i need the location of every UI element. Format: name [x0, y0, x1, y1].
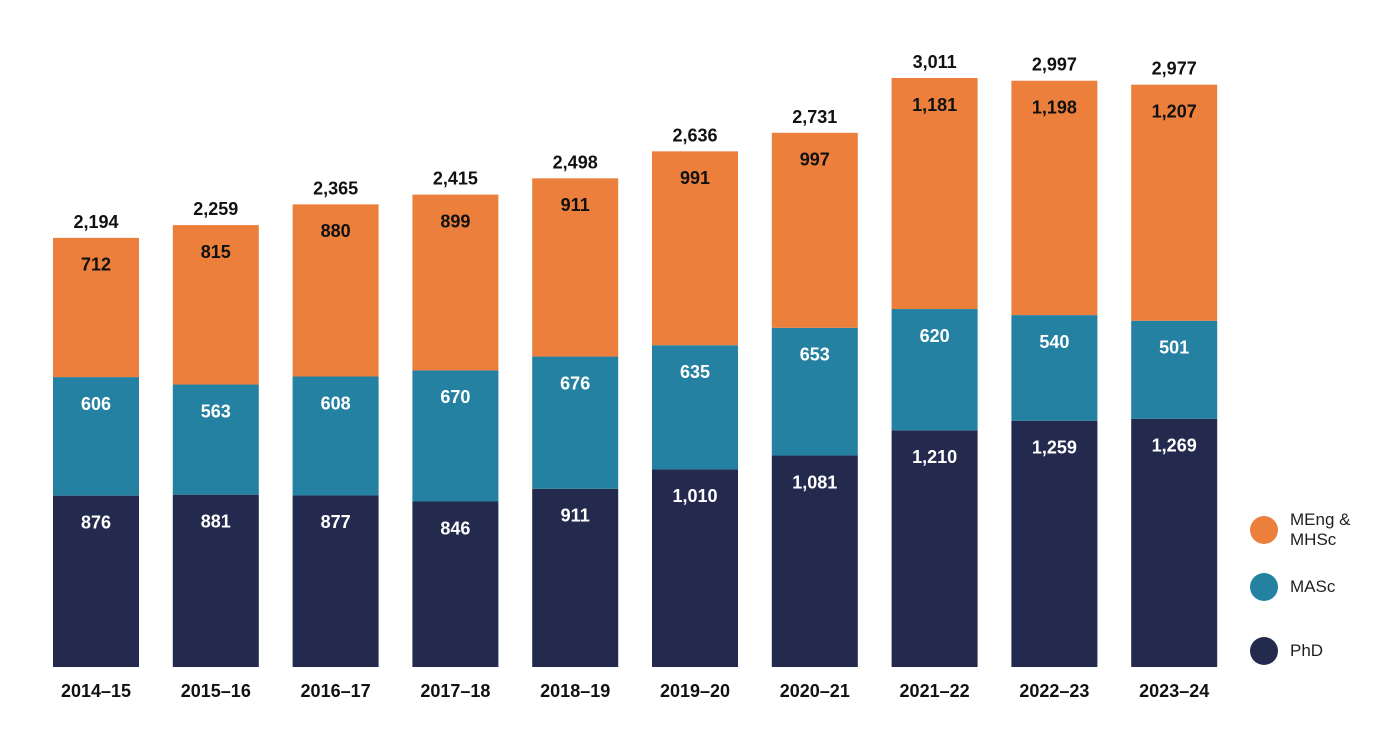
legend-item-phd: PhD: [1250, 637, 1323, 665]
bar-phd-2: [292, 495, 379, 667]
total-label-8: 2,997: [1032, 55, 1077, 75]
x-tick-label-0: 2014–15: [61, 681, 131, 701]
bar-meng-and-mhsc-1: [172, 225, 259, 385]
bar-masc-0: [53, 377, 139, 496]
bar-masc-2: [292, 376, 379, 496]
legend-swatch-phd: [1250, 637, 1278, 665]
bar-masc-8: [1011, 315, 1098, 421]
bar-meng-and-mhsc-6: [771, 132, 858, 328]
value-label-masc-0: 606: [81, 394, 111, 414]
value-label-masc-9: 501: [1159, 338, 1189, 358]
bar-masc-3: [412, 370, 499, 502]
total-label-9: 2,977: [1152, 59, 1197, 79]
bar-phd-5: [652, 469, 738, 667]
legend-label-meng-mhsc: MEng & MHSc: [1290, 510, 1351, 549]
bar-phd-4: [532, 488, 619, 667]
x-tick-label-8: 2022–23: [1019, 681, 1089, 701]
value-label-meng-and-mhsc-9: 1,207: [1152, 101, 1197, 121]
bar-phd-0: [53, 495, 139, 667]
bar-masc-4: [532, 356, 619, 489]
legend-item-meng-mhsc: MEng & MHSc: [1250, 510, 1380, 550]
value-label-phd-2: 877: [321, 512, 351, 532]
value-label-masc-1: 563: [201, 401, 231, 421]
bar-masc-6: [771, 327, 858, 456]
value-label-meng-and-mhsc-2: 880: [321, 221, 351, 241]
legend-swatch-masc: [1250, 573, 1278, 601]
x-tick-label-4: 2018–19: [540, 681, 610, 701]
x-tick-label-7: 2021–22: [900, 681, 970, 701]
total-label-1: 2,259: [193, 199, 238, 219]
value-label-phd-0: 876: [81, 512, 111, 532]
x-tick-label-3: 2017–18: [420, 681, 490, 701]
bar-meng-and-mhsc-2: [292, 204, 379, 377]
bar-meng-and-mhsc-0: [53, 237, 139, 378]
x-tick-label-5: 2019–20: [660, 681, 730, 701]
value-label-phd-8: 1,259: [1032, 437, 1077, 457]
value-label-phd-6: 1,081: [792, 472, 837, 492]
legend-label-masc: MASc: [1290, 577, 1336, 596]
value-label-meng-and-mhsc-5: 991: [680, 168, 710, 188]
value-label-masc-5: 635: [680, 362, 710, 382]
value-label-masc-8: 540: [1039, 332, 1069, 352]
value-label-masc-6: 653: [800, 345, 830, 365]
x-tick-label-9: 2023–24: [1139, 681, 1209, 701]
value-label-phd-5: 1,010: [672, 486, 717, 506]
total-label-4: 2,498: [553, 152, 598, 172]
value-label-meng-and-mhsc-8: 1,198: [1032, 97, 1077, 117]
value-label-masc-7: 620: [920, 326, 950, 346]
x-tick-label-1: 2015–16: [181, 681, 251, 701]
bar-masc-9: [1131, 320, 1218, 419]
bar-meng-and-mhsc-3: [412, 194, 499, 371]
bar-meng-and-mhsc-9: [1131, 84, 1218, 321]
total-label-7: 3,011: [913, 52, 957, 72]
x-tick-label-6: 2020–21: [780, 681, 850, 701]
value-label-phd-3: 846: [440, 518, 470, 538]
value-label-meng-and-mhsc-6: 997: [800, 150, 830, 170]
total-label-0: 2,194: [73, 212, 118, 232]
value-label-masc-3: 670: [440, 387, 470, 407]
total-label-3: 2,415: [433, 169, 478, 189]
bar-meng-and-mhsc-8: [1011, 80, 1098, 316]
bar-phd-1: [172, 494, 259, 667]
x-tick-label-2: 2016–17: [301, 681, 371, 701]
bar-meng-and-mhsc-7: [891, 78, 978, 310]
value-label-meng-and-mhsc-4: 911: [561, 195, 590, 215]
bar-masc-7: [891, 309, 978, 431]
legend-label-phd: PhD: [1290, 641, 1324, 660]
bar-phd-6: [771, 455, 858, 667]
bar-meng-and-mhsc-5: [652, 151, 738, 346]
value-label-meng-and-mhsc-7: 1,181: [912, 95, 957, 115]
value-label-phd-4: 911: [561, 506, 590, 526]
bar-phd-8: [1011, 420, 1098, 667]
value-label-meng-and-mhsc-0: 712: [81, 255, 111, 275]
total-label-6: 2,731: [792, 107, 837, 127]
legend-swatch-meng-mhsc: [1250, 516, 1278, 544]
legend-item-masc: MASc: [1250, 573, 1335, 601]
value-label-phd-9: 1,269: [1152, 436, 1197, 456]
bar-phd-7: [891, 430, 978, 667]
value-label-masc-4: 676: [560, 373, 590, 393]
bar-masc-5: [652, 345, 738, 470]
value-label-phd-7: 1,210: [912, 447, 957, 467]
total-label-2: 2,365: [313, 178, 358, 198]
value-label-phd-1: 881: [201, 511, 231, 531]
bar-masc-1: [172, 384, 259, 495]
bar-meng-and-mhsc-4: [532, 178, 619, 357]
value-label-masc-2: 608: [321, 393, 351, 413]
bar-phd-9: [1131, 418, 1218, 667]
value-label-meng-and-mhsc-3: 899: [440, 211, 470, 231]
bar-phd-3: [412, 501, 499, 667]
value-label-meng-and-mhsc-1: 815: [201, 242, 231, 262]
total-label-5: 2,636: [672, 125, 717, 145]
